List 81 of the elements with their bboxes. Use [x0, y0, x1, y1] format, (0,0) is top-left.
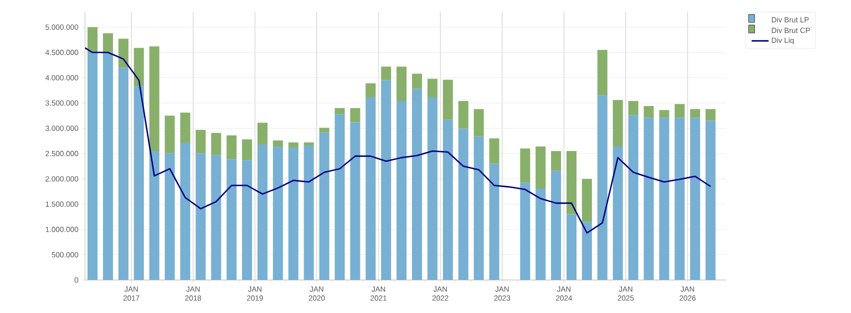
- bar: [659, 118, 670, 280]
- bar: [706, 109, 716, 121]
- bar: [196, 153, 206, 280]
- bar: [690, 109, 700, 118]
- bar: [149, 46, 160, 152]
- bar: [582, 178, 592, 222]
- bar: [149, 151, 160, 280]
- bar: [551, 170, 562, 280]
- bar: [272, 140, 283, 147]
- bar: [257, 144, 268, 280]
- bar: [211, 155, 222, 280]
- bar: [427, 78, 438, 98]
- bar: [474, 136, 484, 280]
- bar: [242, 139, 252, 160]
- bar: [272, 146, 283, 280]
- bar: [396, 66, 407, 101]
- bar: [288, 148, 298, 280]
- bar: [134, 86, 144, 280]
- bar: [118, 38, 128, 68]
- bar: [350, 122, 360, 280]
- bar: [628, 115, 638, 280]
- bar: [288, 142, 298, 148]
- bar: [412, 88, 422, 280]
- bar: [706, 120, 716, 280]
- bar: [226, 135, 237, 160]
- bar: [381, 66, 392, 80]
- bar: [180, 112, 190, 143]
- bar: [597, 95, 608, 280]
- bar: [118, 68, 128, 280]
- bar: [489, 138, 500, 164]
- bar: [458, 100, 468, 129]
- bar: [520, 148, 530, 183]
- bar: [242, 160, 252, 280]
- bar: [597, 50, 608, 96]
- bar: [304, 145, 314, 280]
- bar: [690, 118, 700, 280]
- bar: [536, 188, 546, 280]
- bar: [102, 52, 113, 280]
- bar: [659, 110, 670, 118]
- bar: [334, 114, 345, 280]
- bar: [164, 153, 175, 280]
- bar: [674, 118, 685, 280]
- bar: [644, 106, 654, 118]
- bar: [196, 130, 206, 154]
- bar: [536, 146, 546, 188]
- bar: [304, 142, 314, 146]
- bar: [381, 80, 392, 280]
- bar: [366, 83, 376, 98]
- bar: [427, 97, 438, 280]
- bar: [164, 116, 175, 154]
- bar: [566, 214, 576, 280]
- bar: [612, 100, 623, 147]
- bar: [396, 100, 407, 280]
- bar: [134, 48, 144, 86]
- bar: [257, 122, 268, 144]
- bar: [458, 128, 468, 280]
- bar: [88, 27, 98, 52]
- bar: [88, 52, 98, 280]
- bar: [319, 128, 330, 132]
- line-series: [85, 47, 712, 234]
- bar: [412, 74, 422, 89]
- bar: [566, 151, 576, 214]
- bar: [520, 182, 530, 280]
- bar: [226, 159, 237, 280]
- bar: [644, 118, 654, 280]
- bar: [102, 33, 113, 52]
- bar: [442, 120, 453, 280]
- bar: [612, 146, 623, 280]
- bar: [350, 108, 360, 122]
- bar: [551, 151, 562, 171]
- bar: [628, 100, 638, 116]
- bar: [319, 132, 330, 280]
- bar: [366, 97, 376, 280]
- bar: [180, 142, 190, 280]
- bar: [674, 104, 685, 118]
- bar: [489, 164, 500, 280]
- bar: [582, 222, 592, 280]
- bar: [334, 108, 345, 114]
- bar: [474, 109, 484, 136]
- bar: [211, 132, 222, 156]
- bar: [442, 80, 453, 120]
